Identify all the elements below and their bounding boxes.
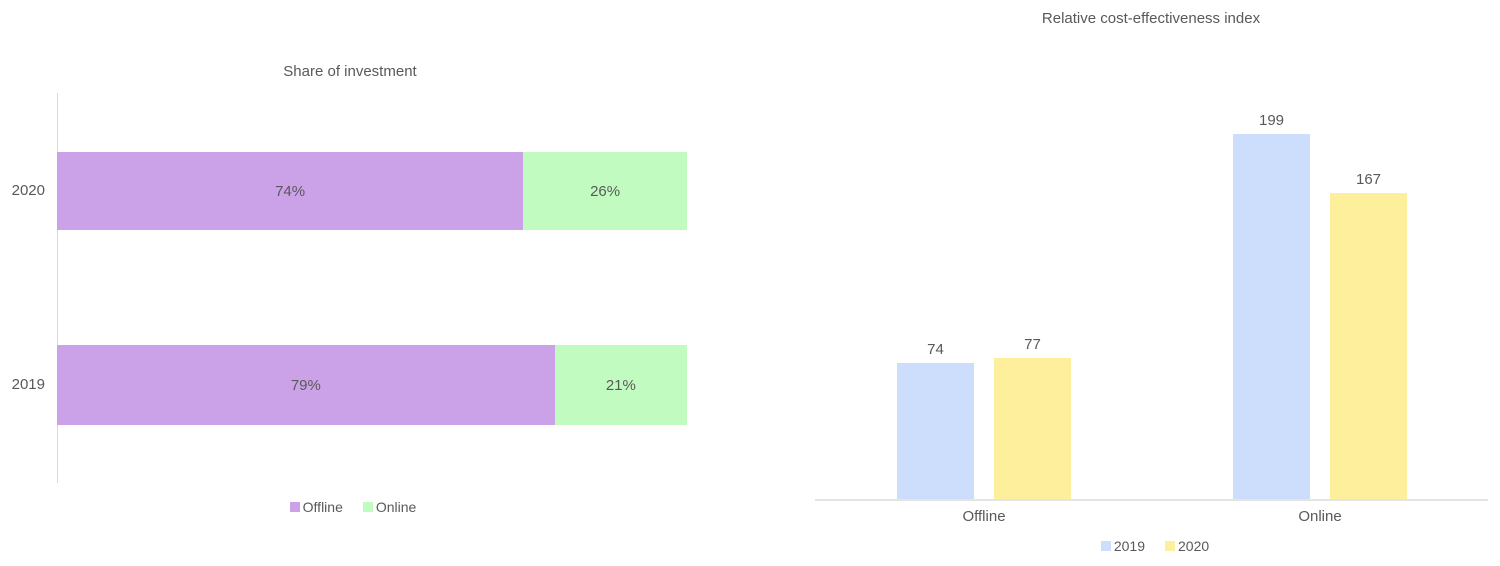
legend-label: Offline <box>302 499 343 515</box>
right-category-label-offline: Offline <box>962 508 1006 525</box>
legend-swatch-icon <box>362 502 373 512</box>
right-chart-legend: 2019 2020 <box>905 538 1405 554</box>
left-category-label-2019: 2019 <box>11 376 45 393</box>
right-chart-title: Relative cost-effectiveness index <box>1041 10 1261 27</box>
left-chart-title: Share of investment <box>283 63 417 80</box>
stacked-segment-offline-2020: 74% <box>57 152 524 230</box>
legend-item-online: Online <box>362 499 417 515</box>
bar-2019-offline <box>897 363 974 499</box>
legend-swatch-icon <box>289 502 300 512</box>
legend-item-2019: 2019 <box>1100 538 1145 554</box>
bar-value-label: 74 <box>927 341 944 358</box>
left-category-label-2020: 2020 <box>11 182 45 199</box>
legend-label: Online <box>375 499 417 515</box>
legend-label: 2020 <box>1178 538 1210 554</box>
bar-2019-online <box>1233 134 1310 499</box>
right-chart-x-axis-line <box>815 499 1488 501</box>
segment-value-label: 26% <box>590 182 621 200</box>
segment-value-label: 79% <box>290 376 321 394</box>
left-chart-legend: Offline Online <box>53 499 653 515</box>
bar-value-label: 77 <box>1024 336 1041 353</box>
left-chart-y-axis-line <box>57 93 58 483</box>
bar-value-label: 199 <box>1258 112 1285 129</box>
stacked-segment-offline-2019: 79% <box>57 345 555 425</box>
legend-item-2020: 2020 <box>1165 538 1209 554</box>
bar-2020-offline <box>994 358 1071 499</box>
segment-value-label: 74% <box>275 182 306 200</box>
bar-value-label: 167 <box>1355 171 1382 188</box>
stacked-segment-online-2019: 21% <box>554 345 687 425</box>
stacked-segment-online-2020: 26% <box>523 152 687 230</box>
legend-item-offline: Offline <box>289 499 343 515</box>
legend-swatch-icon <box>1100 541 1111 551</box>
bar-2020-online <box>1330 193 1407 499</box>
right-category-label-online: Online <box>1298 508 1342 525</box>
legend-label: 2019 <box>1113 538 1145 554</box>
segment-value-label: 21% <box>605 376 636 394</box>
legend-swatch-icon <box>1165 541 1175 551</box>
